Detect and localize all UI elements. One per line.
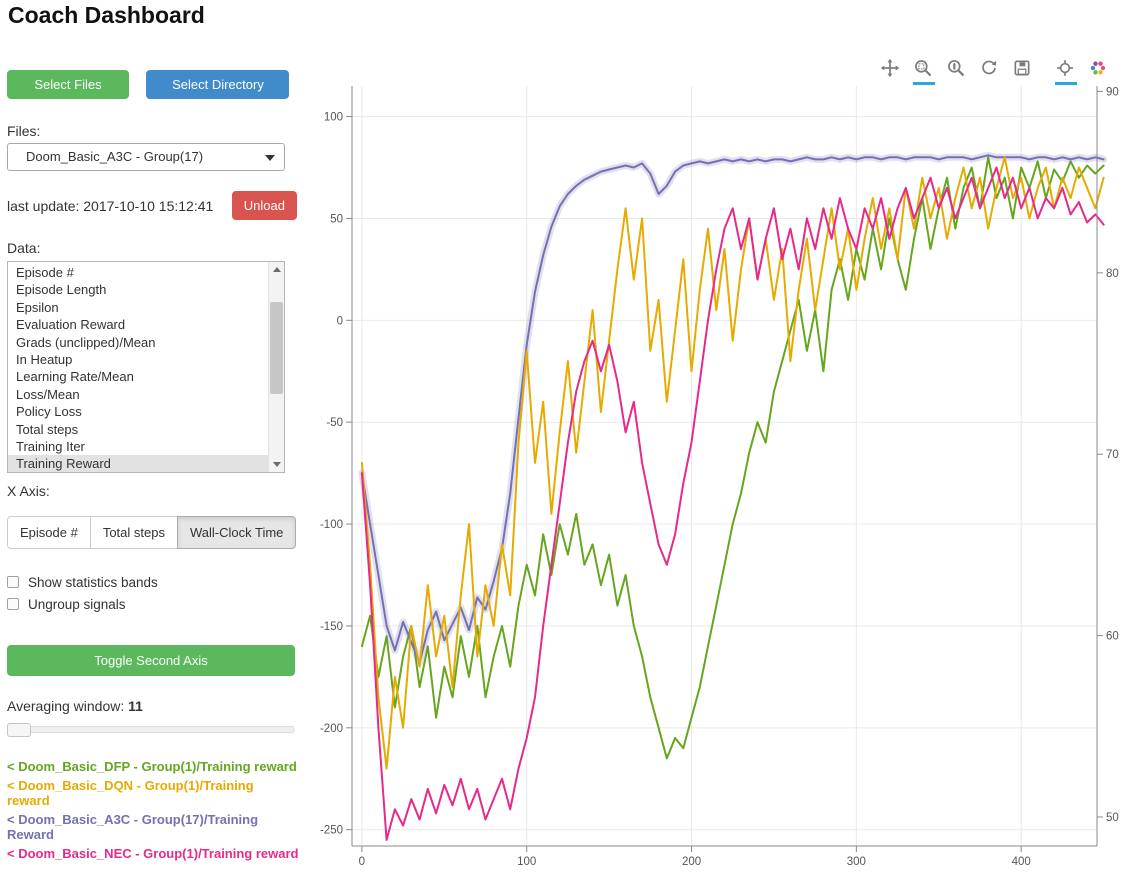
- y-axis-tick-label: 50: [330, 213, 343, 225]
- data-list-item[interactable]: Learning Rate/Mean: [16, 369, 134, 385]
- data-listbox[interactable]: Episode # Episode Length Epsilon Evaluation…: [7, 261, 285, 473]
- files-select-value: Doom_Basic_A3C - Group(17): [26, 149, 204, 164]
- checkbox-label: Ungroup signals: [28, 596, 126, 612]
- toggle-second-axis-button[interactable]: Toggle Second Axis: [7, 645, 295, 676]
- data-list-item[interactable]: Loss/Mean: [16, 386, 80, 402]
- series-line-0: [360, 156, 1105, 760]
- y-axis-tick-label: 0: [337, 315, 343, 327]
- chart-area: 100 50 0 -50 -100 -150 -200 -250 90 80 70 60 50 0 100 2…: [312, 56, 1136, 880]
- scrollbar[interactable]: [268, 262, 284, 472]
- files-select[interactable]: Doom_Basic_A3C - Group(17): [7, 143, 285, 171]
- xaxis-option-wall-clock-time[interactable]: Wall-Clock Time: [176, 516, 297, 549]
- y2-axis-tick-label: 90: [1106, 86, 1119, 98]
- y2-axis-tick-label: 50: [1106, 812, 1119, 824]
- checkbox-row: Ungroup signals: [7, 593, 299, 615]
- data-list-item[interactable]: Epsilon: [16, 299, 59, 315]
- legend-item[interactable]: < Doom_Basic_NEC - Group(1)/Training rew…: [7, 845, 299, 861]
- plot-canvas[interactable]: 100 50 0 -50 -100 -150 -200 -250 90 80 70 60 50 0 100 2…: [312, 56, 1136, 880]
- y2-axis-tick-label: 80: [1106, 268, 1119, 280]
- averaging-window-row: Averaging window: 11: [7, 698, 299, 714]
- xaxis-option-total-steps[interactable]: Total steps: [89, 516, 178, 549]
- select-files-button[interactable]: Select Files: [7, 70, 129, 99]
- series-line-2: [360, 156, 1105, 770]
- x-axis-tick-label: 100: [517, 856, 536, 868]
- data-list-item[interactable]: Policy Loss: [16, 404, 82, 420]
- box-zoom-icon[interactable]: [913, 58, 935, 85]
- data-list-item[interactable]: In Heatup: [16, 352, 73, 368]
- last-update-row: last update: 2017-10-10 15:12:41 Unload: [7, 191, 297, 220]
- page-title: Coach Dashboard: [8, 2, 205, 28]
- checkbox[interactable]: [7, 598, 19, 610]
- series-line-3: [360, 166, 1105, 841]
- y-axis-tick-label: -250: [320, 825, 343, 837]
- reset-icon[interactable]: [979, 58, 1001, 82]
- legend-item[interactable]: < Doom_Basic_DQN - Group(1)/Training rew…: [7, 777, 254, 809]
- y2-axis-tick-label: 60: [1106, 631, 1119, 643]
- averaging-window-label: Averaging window:: [7, 698, 125, 714]
- data-list-item[interactable]: Training Iter: [16, 439, 85, 455]
- x-axis-tick-label: 0: [359, 856, 365, 868]
- wheel-zoom-icon[interactable]: [946, 58, 968, 82]
- chevron-down-icon: [265, 155, 275, 161]
- slider-handle[interactable]: [7, 723, 31, 737]
- hover-icon[interactable]: [1055, 58, 1077, 85]
- legend: < Doom_Basic_DFP - Group(1)/Training rew…: [7, 759, 299, 861]
- y-axis-tick-label: -150: [320, 621, 343, 633]
- checkbox[interactable]: [7, 576, 19, 588]
- averaging-window-slider[interactable]: [7, 723, 295, 737]
- scroll-down-icon[interactable]: [269, 457, 284, 472]
- select-directory-button[interactable]: Select Directory: [146, 70, 290, 99]
- x-axis-tick-label: 200: [682, 856, 701, 868]
- legend-item[interactable]: < Doom_Basic_A3C - Group(17)/Training Re…: [7, 811, 259, 843]
- xaxis-option-episode-[interactable]: Episode #: [7, 516, 91, 549]
- data-list-item[interactable]: Total steps: [16, 421, 79, 437]
- x-axis-tick-label: 300: [847, 856, 866, 868]
- x-axis-label: X Axis:: [7, 483, 50, 499]
- data-list-item[interactable]: Evaluation Reward: [16, 317, 126, 333]
- chart-series: [358, 151, 1108, 841]
- checkbox-group: Show statistics bands Ungroup signals: [7, 571, 299, 615]
- last-update-text: last update: 2017-10-10 15:12:41: [7, 197, 214, 214]
- data-list-item[interactable]: Grads (unclipped)/Mean: [16, 334, 156, 350]
- pan-icon[interactable]: [880, 58, 902, 82]
- x-axis-button-group: Episode # Total steps Wall-Clock Time: [7, 516, 297, 549]
- sidebar: Select Files Select Directory Files: Doo…: [7, 70, 299, 864]
- series-line-1: [360, 154, 1105, 664]
- y-axis-tick-label: -50: [326, 417, 343, 429]
- data-label: Data:: [7, 240, 41, 256]
- plot-toolbar: [880, 58, 1110, 85]
- bokeh-logo[interactable]: [1088, 58, 1110, 82]
- y2-axis-tick-label: 70: [1106, 449, 1119, 461]
- data-items: Episode # Episode Length Epsilon Evaluation…: [8, 262, 268, 472]
- chart-axes: 100 50 0 -50 -100 -150 -200 -250 90 80 70 60 50 0 100 2…: [320, 86, 1119, 868]
- save-icon[interactable]: [1012, 58, 1034, 82]
- y-axis-tick-label: 100: [324, 112, 343, 124]
- x-axis-tick-label: 400: [1012, 856, 1031, 868]
- y-axis-tick-label: -200: [320, 723, 343, 735]
- scrollbar-thumb[interactable]: [270, 302, 283, 394]
- unload-button[interactable]: Unload: [231, 191, 297, 220]
- legend-item[interactable]: < Doom_Basic_DFP - Group(1)/Training rew…: [7, 759, 297, 774]
- checkbox-label: Show statistics bands: [28, 574, 158, 590]
- checkbox-row: Show statistics bands: [7, 571, 299, 593]
- scroll-up-icon[interactable]: [269, 262, 284, 277]
- y-axis-tick-label: -100: [320, 519, 343, 531]
- file-buttons-row: Select Files Select Directory: [7, 70, 299, 99]
- averaging-window-value: 11: [128, 698, 143, 714]
- data-list-item[interactable]: Training Reward: [8, 455, 268, 472]
- data-list-item[interactable]: Episode #: [16, 265, 74, 280]
- files-label: Files:: [7, 123, 41, 139]
- chart-grid: [352, 86, 1097, 846]
- data-list-item[interactable]: Episode Length: [16, 282, 107, 298]
